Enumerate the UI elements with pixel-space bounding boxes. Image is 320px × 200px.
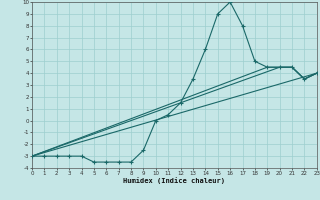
X-axis label: Humidex (Indice chaleur): Humidex (Indice chaleur) xyxy=(124,177,225,184)
